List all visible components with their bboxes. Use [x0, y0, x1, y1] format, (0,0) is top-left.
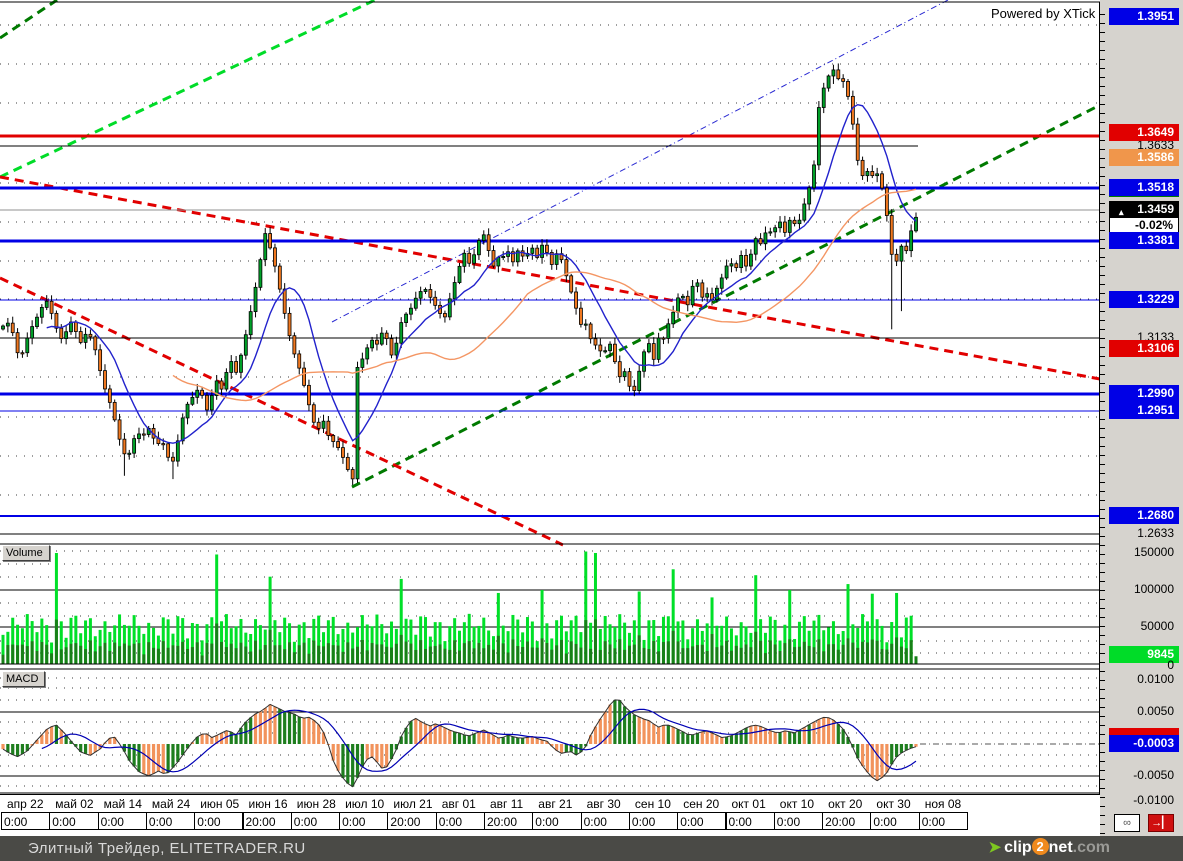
macd-panel-button[interactable]: MACD	[2, 671, 46, 687]
price-level-label: 1.3951	[1109, 8, 1179, 25]
date-tick-label: авг 21	[538, 797, 573, 811]
time-tick-cell: 20:00	[242, 812, 292, 830]
chart-canvas[interactable]	[0, 0, 1100, 836]
macd-tick-label: -0.0100	[1133, 793, 1174, 807]
date-tick-label: авг 11	[490, 797, 524, 811]
time-tick-cell: 0:00	[339, 812, 389, 830]
price-level-label: 1.3459 ▴	[1109, 201, 1179, 218]
goto-end-icon[interactable]: →▏	[1148, 814, 1174, 832]
price-level-label: 1.2951	[1109, 402, 1179, 419]
date-tick-label: окт 30	[876, 797, 911, 811]
chart-mini-toolbar: ∞ →▏	[1112, 814, 1183, 834]
macd-tick-label: 0.0050	[1137, 704, 1174, 718]
time-tick-cell: 20:00	[484, 812, 534, 830]
time-tick-cell: 20:00	[387, 812, 437, 830]
macd-hidden-line-label	[1109, 728, 1179, 737]
date-tick-label: июл 10	[345, 797, 385, 811]
time-tick-cell: 0:00	[49, 812, 99, 830]
date-tick-label: окт 01	[731, 797, 766, 811]
time-tick-cell: 0:00	[725, 812, 775, 830]
price-level-label: 1.3229	[1109, 291, 1179, 308]
time-tick-cell: 0:00	[870, 812, 920, 830]
date-tick-label: сен 10	[634, 797, 671, 811]
price-level-label: 1.3106	[1109, 340, 1179, 357]
time-tick-cell: 0:00	[97, 812, 147, 830]
date-tick-label: окт 20	[828, 797, 863, 811]
clip2net-logo[interactable]: ➤ clip 2 net.com	[989, 838, 1110, 859]
volume-tick-label: 50000	[1140, 619, 1174, 633]
time-tick-cell: 0:00	[194, 812, 244, 830]
powered-by-label: Powered by XTick	[991, 6, 1096, 21]
logo-net: net	[1048, 839, 1073, 856]
date-tick-label: июл 21	[393, 797, 433, 811]
price-tick-label: 1.2633	[1137, 526, 1174, 540]
volume-panel-button[interactable]: Volume	[2, 545, 50, 561]
date-tick-label: ноя 08	[924, 797, 962, 811]
status-bar: Элитный Трейдер, ELITETRADER.RU ➤ clip 2 ne…	[0, 836, 1183, 861]
upload-arrow-icon: ➤	[988, 839, 1002, 856]
date-tick-label: май 14	[103, 797, 142, 811]
price-level-label: 1.2990	[1109, 385, 1179, 402]
time-tick-cell: 0:00	[677, 812, 727, 830]
price-level-label: 1.3518	[1109, 179, 1179, 196]
time-tick-cell: 0:00	[628, 812, 679, 830]
time-tick-cell: 20:00	[822, 812, 872, 830]
time-tick-cell: 0:00	[145, 812, 196, 830]
price-level-label: -0.02%	[1109, 217, 1179, 234]
date-axis-row: апр 22 май 02 май 14 май 24 июн 05 июн 16 июн …	[0, 794, 1100, 812]
date-tick-label: авг 30	[586, 797, 621, 811]
date-tick-label: май 24	[151, 797, 191, 811]
status-text: Элитный Трейдер, ELITETRADER.RU	[28, 840, 306, 857]
logo-two-badge: 2	[1031, 838, 1049, 855]
logo-dotcom: .com	[1072, 839, 1110, 856]
time-tick-cell: 0:00	[435, 812, 485, 830]
date-tick-label: май 02	[55, 797, 94, 811]
time-tick-cell: 0:00	[290, 812, 341, 830]
time-axis-row: 0:00 0:00 0:00 0:00 0:00 20:00 0:00 0:00 20:00 0:…	[0, 811, 1100, 832]
price-tick-label: 1.3633	[1137, 138, 1174, 152]
price-level-label: 1.3381	[1109, 232, 1179, 249]
volume-tick-label: 100000	[1133, 582, 1174, 596]
date-tick-label: авг 01	[441, 797, 476, 811]
price-up-marker-icon: ▴	[1119, 207, 1124, 217]
price-level-label: 1.2680	[1109, 507, 1179, 524]
volume-tick-label: 0	[1167, 658, 1174, 672]
macd-tick-label: 0.0100	[1137, 672, 1174, 686]
time-tick-cell: 0:00	[773, 812, 824, 830]
macd-level-label: -0.0003	[1109, 735, 1179, 752]
date-tick-label: июн 28	[296, 797, 336, 811]
date-tick-label: сен 20	[683, 797, 720, 811]
date-tick-label: апр 22	[7, 797, 44, 811]
volume-tick-label: 150000	[1133, 545, 1174, 559]
date-tick-label: июн 16	[248, 797, 288, 811]
macd-tick-label: -0.0050	[1133, 768, 1174, 782]
price-level-label: 1.3586	[1109, 149, 1179, 166]
time-tick-cell: 0:00	[532, 812, 582, 830]
link-icon[interactable]: ∞	[1114, 814, 1140, 832]
logo-clip: clip	[1004, 839, 1032, 856]
time-tick-cell: 0:00	[1, 812, 51, 830]
price-axis-gutter[interactable]: 1.3633 1.3133 1.2633 1.3951 1.3649 1.3586 1.35…	[1100, 0, 1183, 836]
time-tick-cell: 0:00	[580, 812, 630, 830]
date-tick-label: июн 05	[200, 797, 240, 811]
date-tick-label: окт 10	[779, 797, 815, 811]
time-tick-cell: 0:00	[918, 812, 968, 830]
volume-level-label: 9845	[1109, 646, 1179, 663]
price-level-label: 1.3649	[1109, 124, 1179, 141]
